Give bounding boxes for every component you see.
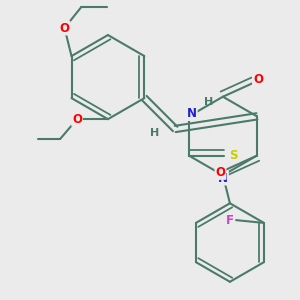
Text: S: S bbox=[230, 149, 238, 162]
Text: N: N bbox=[218, 172, 228, 184]
Text: O: O bbox=[72, 113, 82, 126]
Text: H: H bbox=[204, 97, 213, 107]
Text: O: O bbox=[253, 74, 263, 86]
Text: O: O bbox=[215, 166, 226, 179]
Text: N: N bbox=[187, 107, 197, 120]
Text: F: F bbox=[226, 214, 234, 226]
Text: H: H bbox=[150, 128, 159, 138]
Text: O: O bbox=[59, 22, 70, 34]
